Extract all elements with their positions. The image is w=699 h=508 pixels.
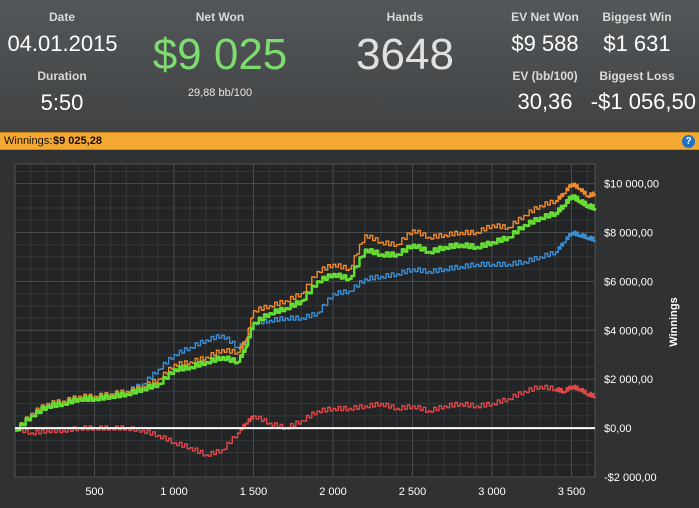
y-tick-label: $2 000,00 [604, 374, 653, 386]
duration-value: 5:50 [40, 90, 84, 115]
x-tick-label: 500 [85, 486, 103, 498]
series-line-red [15, 384, 596, 457]
y-axis-label: Winnings [668, 297, 680, 346]
winnings-label: Winnings: [4, 135, 53, 147]
date-label: Date [48, 10, 75, 24]
x-axis: 500 1 000 1 500 2 000 2 500 3 000 3 500 [85, 486, 585, 498]
y-tick-label: $0,00 [604, 423, 632, 435]
x-tick-label: 3 000 [478, 486, 506, 498]
x-tick-label: 1 500 [240, 486, 268, 498]
x-tick-label: 2 000 [319, 486, 347, 498]
x-tick-label: 1 000 [160, 486, 188, 498]
winnings-bar: Winnings: $9 025,28 ? [0, 132, 699, 150]
y-tick-label: -$2 000,00 [604, 472, 657, 484]
biggest-win-label: Biggest Win [602, 10, 672, 24]
stats-panel: Date 04.01.2015 Duration 5:50 Net Won $9… [0, 0, 699, 132]
ev-bb100-value: 30,36 [517, 89, 573, 114]
net-won-value: $9 025 [152, 30, 288, 79]
biggest-loss-value: -$1 056,50 [590, 89, 696, 114]
y-tick-label: $10 000,00 [604, 179, 659, 191]
ev-net-won-value: $9 588 [511, 31, 579, 56]
y-axis: -$2 000,00 $0,00 $2 000,00 $4 000,00 $6 000,… [604, 179, 659, 484]
date-value: 04.01.2015 [7, 31, 118, 56]
x-tick-label: 3 500 [558, 486, 586, 498]
winnings-chart: 500 1 000 1 500 2 000 2 500 3 000 3 500 -$2 00… [0, 150, 699, 508]
help-icon[interactable]: ? [682, 135, 695, 148]
series-line-green [15, 194, 597, 432]
y-tick-label: $8 000,00 [604, 227, 653, 239]
series-layer [15, 182, 597, 457]
ev-net-won-label: EV Net Won [511, 10, 579, 24]
biggest-win-value: $1 631 [603, 31, 671, 56]
y-tick-label: $6 000,00 [604, 276, 653, 288]
hands-label: Hands [386, 10, 424, 24]
duration-label: Duration [37, 69, 87, 83]
net-won-bb100: 29,88 bb/100 [187, 87, 253, 99]
plot-area [14, 163, 596, 478]
biggest-loss-label: Biggest Loss [599, 69, 675, 83]
net-won-label: Net Won [195, 10, 245, 24]
hands-value: 3648 [356, 30, 454, 79]
series-line-orange [15, 182, 596, 432]
ev-bb100-label: EV (bb/100) [512, 69, 578, 83]
y-tick-label: $4 000,00 [604, 325, 653, 337]
winnings-value: $9 025,28 [53, 135, 102, 147]
x-tick-label: 2 500 [399, 486, 427, 498]
